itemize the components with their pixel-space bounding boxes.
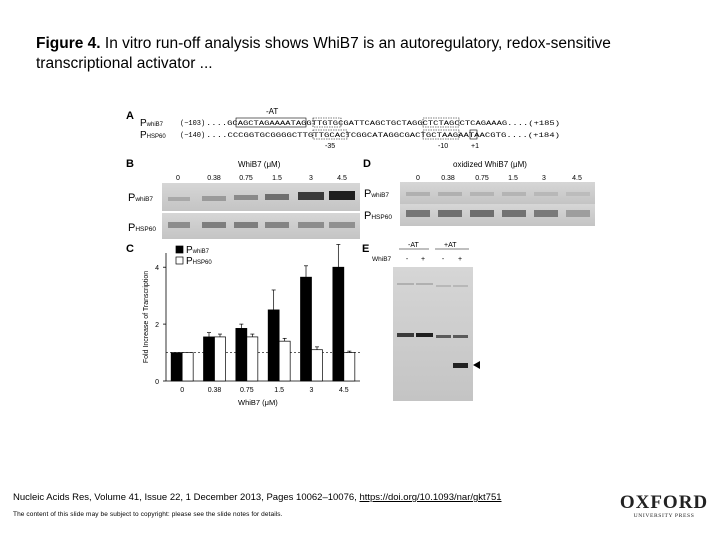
minus35-label: -35: [325, 143, 335, 150]
legend-label-0: PwhiB7: [186, 245, 210, 256]
legend-label-1: PHSP60: [186, 256, 212, 267]
figure-label: Figure 4.: [36, 35, 101, 52]
bar-whib7-5: [332, 266, 345, 382]
plus1-label: +1: [471, 143, 479, 150]
gel-d-hsp60: [400, 204, 595, 226]
gel-b-whib7: [162, 183, 360, 211]
bar-whib7-4: [300, 276, 312, 382]
doi-link[interactable]: https://doi.org/10.1093/nar/gkt751: [359, 492, 502, 503]
y-tick-label-2: 4: [155, 265, 159, 272]
d-conc-0: 0: [416, 175, 420, 182]
gel-d-whib7: [400, 182, 595, 204]
panel-d-letter: D: [363, 158, 371, 170]
panel-e-group2: +AT: [444, 242, 457, 249]
fold-increase-chart: 0 2 4 0 0.38 0.75 1.5 3 4.5 WhiB7 (μM) Fold Increa…: [143, 244, 360, 407]
seq1-left: (−103): [180, 120, 205, 128]
bar-hsp60-3: [278, 340, 291, 382]
at-box: [235, 117, 307, 128]
logo-sub-text: UNIVERSITY PRESS: [633, 513, 695, 519]
panel-b-conc: 0 0.38 0.75 1.5 3 4.5: [176, 175, 347, 182]
panel-d-header: oxidized WhiB7 (μM): [453, 160, 527, 169]
panel-e-group1: -AT: [408, 242, 419, 249]
gel-d-bands: [406, 192, 590, 217]
b-conc-3: 1.5: [272, 175, 282, 182]
panel-b-letter: B: [126, 158, 134, 170]
band-arrow-icon: [473, 361, 480, 369]
y-axis-label: Fold Increase of Transcription: [143, 271, 150, 363]
copyright-notice: The content of this slide may be subject…: [13, 511, 283, 518]
e-sign-2: -: [442, 256, 445, 263]
box-35-top: [312, 117, 342, 128]
seq2-left: (−140): [180, 132, 205, 140]
b-conc-2: 0.75: [239, 175, 253, 182]
box-10-top: [422, 117, 460, 128]
panel-e-row-label: WhiB7: [372, 256, 392, 263]
d-conc-4: 3: [542, 175, 546, 182]
bar-whib7-1: [203, 336, 215, 382]
gel-b-bands: [168, 191, 355, 228]
citation: Nucleic Acids Res, Volume 41, Issue 22, …: [13, 492, 502, 503]
e-sign-0: -: [406, 256, 409, 263]
x-tick-label-4: 3: [310, 387, 314, 394]
seq-whib7: ....GCAGCTAGAAAATAGGTTGTGCGATTCAGCTGCTAG…: [206, 120, 560, 127]
panel-e-signs: - + - +: [406, 256, 462, 263]
b-conc-5: 4.5: [337, 175, 347, 182]
logo-main-text: OXFORD: [619, 492, 709, 513]
panel-d-conc: 0 0.38 0.75 1.5 3 4.5: [416, 175, 582, 182]
figure-4: A -AT PwhiB7 (−103) ....GCAGCTAGAAAATAGG…: [126, 107, 595, 407]
bar-hsp60-1: [214, 336, 226, 382]
citation-text: Nucleic Acids Res, Volume 41, Issue 22, …: [13, 492, 360, 503]
bar-hsp60-2: [246, 336, 259, 382]
panel-b-row2-label: PHSP60: [128, 222, 156, 234]
x-tick-label-2: 0.75: [240, 387, 254, 394]
legend-swatch-1: [175, 256, 184, 265]
legend-swatch-0: [175, 245, 184, 254]
d-conc-5: 4.5: [572, 175, 582, 182]
d-conc-2: 0.75: [475, 175, 489, 182]
bar-whib7-0: [170, 352, 183, 382]
tss-box: [469, 129, 478, 140]
bar-whib7-3: [267, 309, 280, 382]
promoter-label-hsp60: PHSP60: [140, 130, 166, 141]
b-conc-4: 3: [309, 175, 313, 182]
seq-hsp60: ....CCCGGTGCGGGGCTTGTTGCACTCGGCATAGGCGAC…: [206, 132, 560, 139]
bar-hsp60-0: [181, 352, 194, 382]
b-conc-0: 0: [176, 175, 180, 182]
d-conc-1: 0.38: [441, 175, 455, 182]
box-35: [312, 129, 348, 140]
panel-e-letter: E: [362, 243, 369, 255]
minus10-label: -10: [438, 143, 448, 150]
x-tick-label-5: 4.5: [339, 387, 349, 394]
x-tick-label-0: 0: [180, 387, 184, 394]
panel-a-letter: A: [126, 110, 134, 122]
panel-d-row2-label: PHSP60: [364, 210, 392, 222]
bar-hsp60-4: [311, 349, 323, 382]
x-axis-label: WhiB7 (μM): [238, 398, 278, 407]
bar-hsp60-5: [343, 352, 356, 382]
d-conc-3: 1.5: [508, 175, 518, 182]
y-tick-label-0: 0: [155, 379, 159, 386]
panel-b-header: WhiB7 (μM): [238, 160, 281, 169]
promoter-label-whib7: PwhiB7: [140, 118, 164, 129]
bar-whib7-2: [235, 328, 248, 382]
e-sign-1: +: [421, 256, 425, 263]
figure-caption: In vitro run-off analysis shows WhiB7 is…: [36, 35, 611, 72]
panel-c-letter: C: [126, 243, 134, 255]
minus-at-label: -AT: [266, 107, 278, 116]
x-tick-label-1: 0.38: [208, 387, 222, 394]
oxford-logo: OXFORD UNIVERSITY PRESS: [618, 492, 710, 519]
panel-d-row1-label: PwhiB7: [364, 188, 389, 200]
slide-title: Figure 4. In vitro run-off analysis show…: [36, 34, 636, 74]
gel-b-hsp60: [162, 213, 360, 239]
y-tick-label-1: 2: [155, 322, 159, 329]
panel-b-row1-label: PwhiB7: [128, 192, 153, 204]
box-10: [422, 129, 460, 140]
x-tick-label-3: 1.5: [274, 387, 284, 394]
gel-e-bands: [397, 283, 468, 368]
b-conc-1: 0.38: [207, 175, 221, 182]
e-sign-3: +: [458, 256, 462, 263]
